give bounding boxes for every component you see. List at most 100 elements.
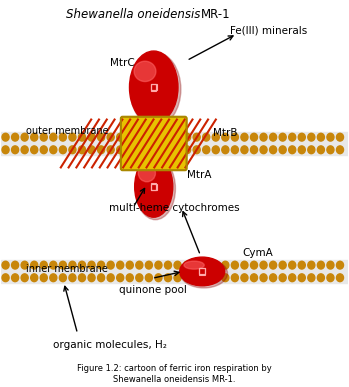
Circle shape	[107, 274, 114, 282]
Circle shape	[241, 146, 248, 154]
Circle shape	[31, 133, 38, 141]
Circle shape	[59, 146, 66, 154]
Circle shape	[164, 274, 171, 282]
Circle shape	[107, 133, 114, 141]
Circle shape	[327, 146, 334, 154]
Text: multi-heme cytochromes: multi-heme cytochromes	[109, 203, 240, 212]
Circle shape	[88, 261, 95, 269]
Circle shape	[336, 146, 343, 154]
Circle shape	[59, 261, 66, 269]
Circle shape	[40, 133, 47, 141]
Bar	[1, 133, 348, 154]
Circle shape	[251, 133, 258, 141]
Circle shape	[145, 146, 153, 154]
Text: MtrC: MtrC	[110, 58, 135, 67]
Circle shape	[193, 274, 200, 282]
Circle shape	[327, 274, 334, 282]
Circle shape	[136, 261, 143, 269]
Circle shape	[40, 146, 47, 154]
Circle shape	[308, 261, 315, 269]
Circle shape	[174, 274, 181, 282]
Circle shape	[231, 146, 238, 154]
Circle shape	[2, 274, 9, 282]
Circle shape	[308, 133, 315, 141]
Circle shape	[231, 261, 238, 269]
Circle shape	[260, 133, 267, 141]
Circle shape	[2, 261, 9, 269]
Circle shape	[212, 133, 219, 141]
Circle shape	[279, 274, 286, 282]
Circle shape	[69, 133, 76, 141]
Circle shape	[40, 261, 47, 269]
Bar	[199, 269, 205, 274]
Circle shape	[193, 261, 200, 269]
Circle shape	[155, 261, 162, 269]
Bar	[1, 260, 348, 283]
Circle shape	[12, 146, 18, 154]
Circle shape	[289, 146, 296, 154]
Circle shape	[231, 274, 238, 282]
Ellipse shape	[130, 52, 181, 126]
Circle shape	[79, 146, 86, 154]
Circle shape	[50, 133, 57, 141]
Circle shape	[79, 274, 86, 282]
Circle shape	[279, 146, 286, 154]
Circle shape	[212, 261, 219, 269]
Ellipse shape	[180, 257, 225, 286]
Circle shape	[88, 146, 95, 154]
Circle shape	[289, 133, 296, 141]
Bar	[200, 269, 205, 274]
Bar	[151, 183, 157, 190]
Circle shape	[126, 261, 133, 269]
Bar	[151, 84, 156, 91]
Circle shape	[222, 133, 229, 141]
Circle shape	[126, 133, 133, 141]
Circle shape	[145, 274, 153, 282]
Circle shape	[50, 261, 57, 269]
Circle shape	[317, 261, 325, 269]
Circle shape	[212, 146, 219, 154]
Text: inner membrane: inner membrane	[25, 264, 107, 274]
Circle shape	[260, 274, 267, 282]
Ellipse shape	[138, 164, 155, 182]
Circle shape	[31, 274, 38, 282]
Circle shape	[98, 261, 105, 269]
Circle shape	[69, 261, 76, 269]
Circle shape	[308, 274, 315, 282]
Bar	[151, 84, 157, 91]
Circle shape	[69, 274, 76, 282]
Text: organic molecules, H₂: organic molecules, H₂	[53, 340, 167, 350]
Circle shape	[2, 146, 9, 154]
Circle shape	[222, 274, 229, 282]
Text: Fe(III) minerals: Fe(III) minerals	[230, 25, 307, 35]
Circle shape	[79, 261, 86, 269]
Circle shape	[317, 274, 325, 282]
Circle shape	[40, 274, 47, 282]
Ellipse shape	[129, 51, 178, 123]
Circle shape	[21, 146, 28, 154]
Circle shape	[117, 261, 124, 269]
Circle shape	[155, 133, 162, 141]
Text: outer membrane: outer membrane	[25, 126, 108, 136]
Circle shape	[136, 146, 143, 154]
Circle shape	[174, 146, 181, 154]
Circle shape	[12, 261, 18, 269]
Circle shape	[327, 133, 334, 141]
Bar	[199, 268, 205, 274]
Circle shape	[117, 133, 124, 141]
Text: MtrA: MtrA	[187, 170, 211, 180]
Circle shape	[12, 133, 18, 141]
Circle shape	[222, 146, 229, 154]
Circle shape	[231, 133, 238, 141]
Circle shape	[298, 261, 305, 269]
Circle shape	[184, 133, 191, 141]
Circle shape	[269, 261, 277, 269]
Circle shape	[107, 261, 114, 269]
Bar	[1, 261, 348, 282]
Circle shape	[251, 146, 258, 154]
Bar	[1, 132, 348, 155]
Circle shape	[241, 274, 248, 282]
Circle shape	[88, 133, 95, 141]
Circle shape	[279, 133, 286, 141]
Circle shape	[222, 261, 229, 269]
